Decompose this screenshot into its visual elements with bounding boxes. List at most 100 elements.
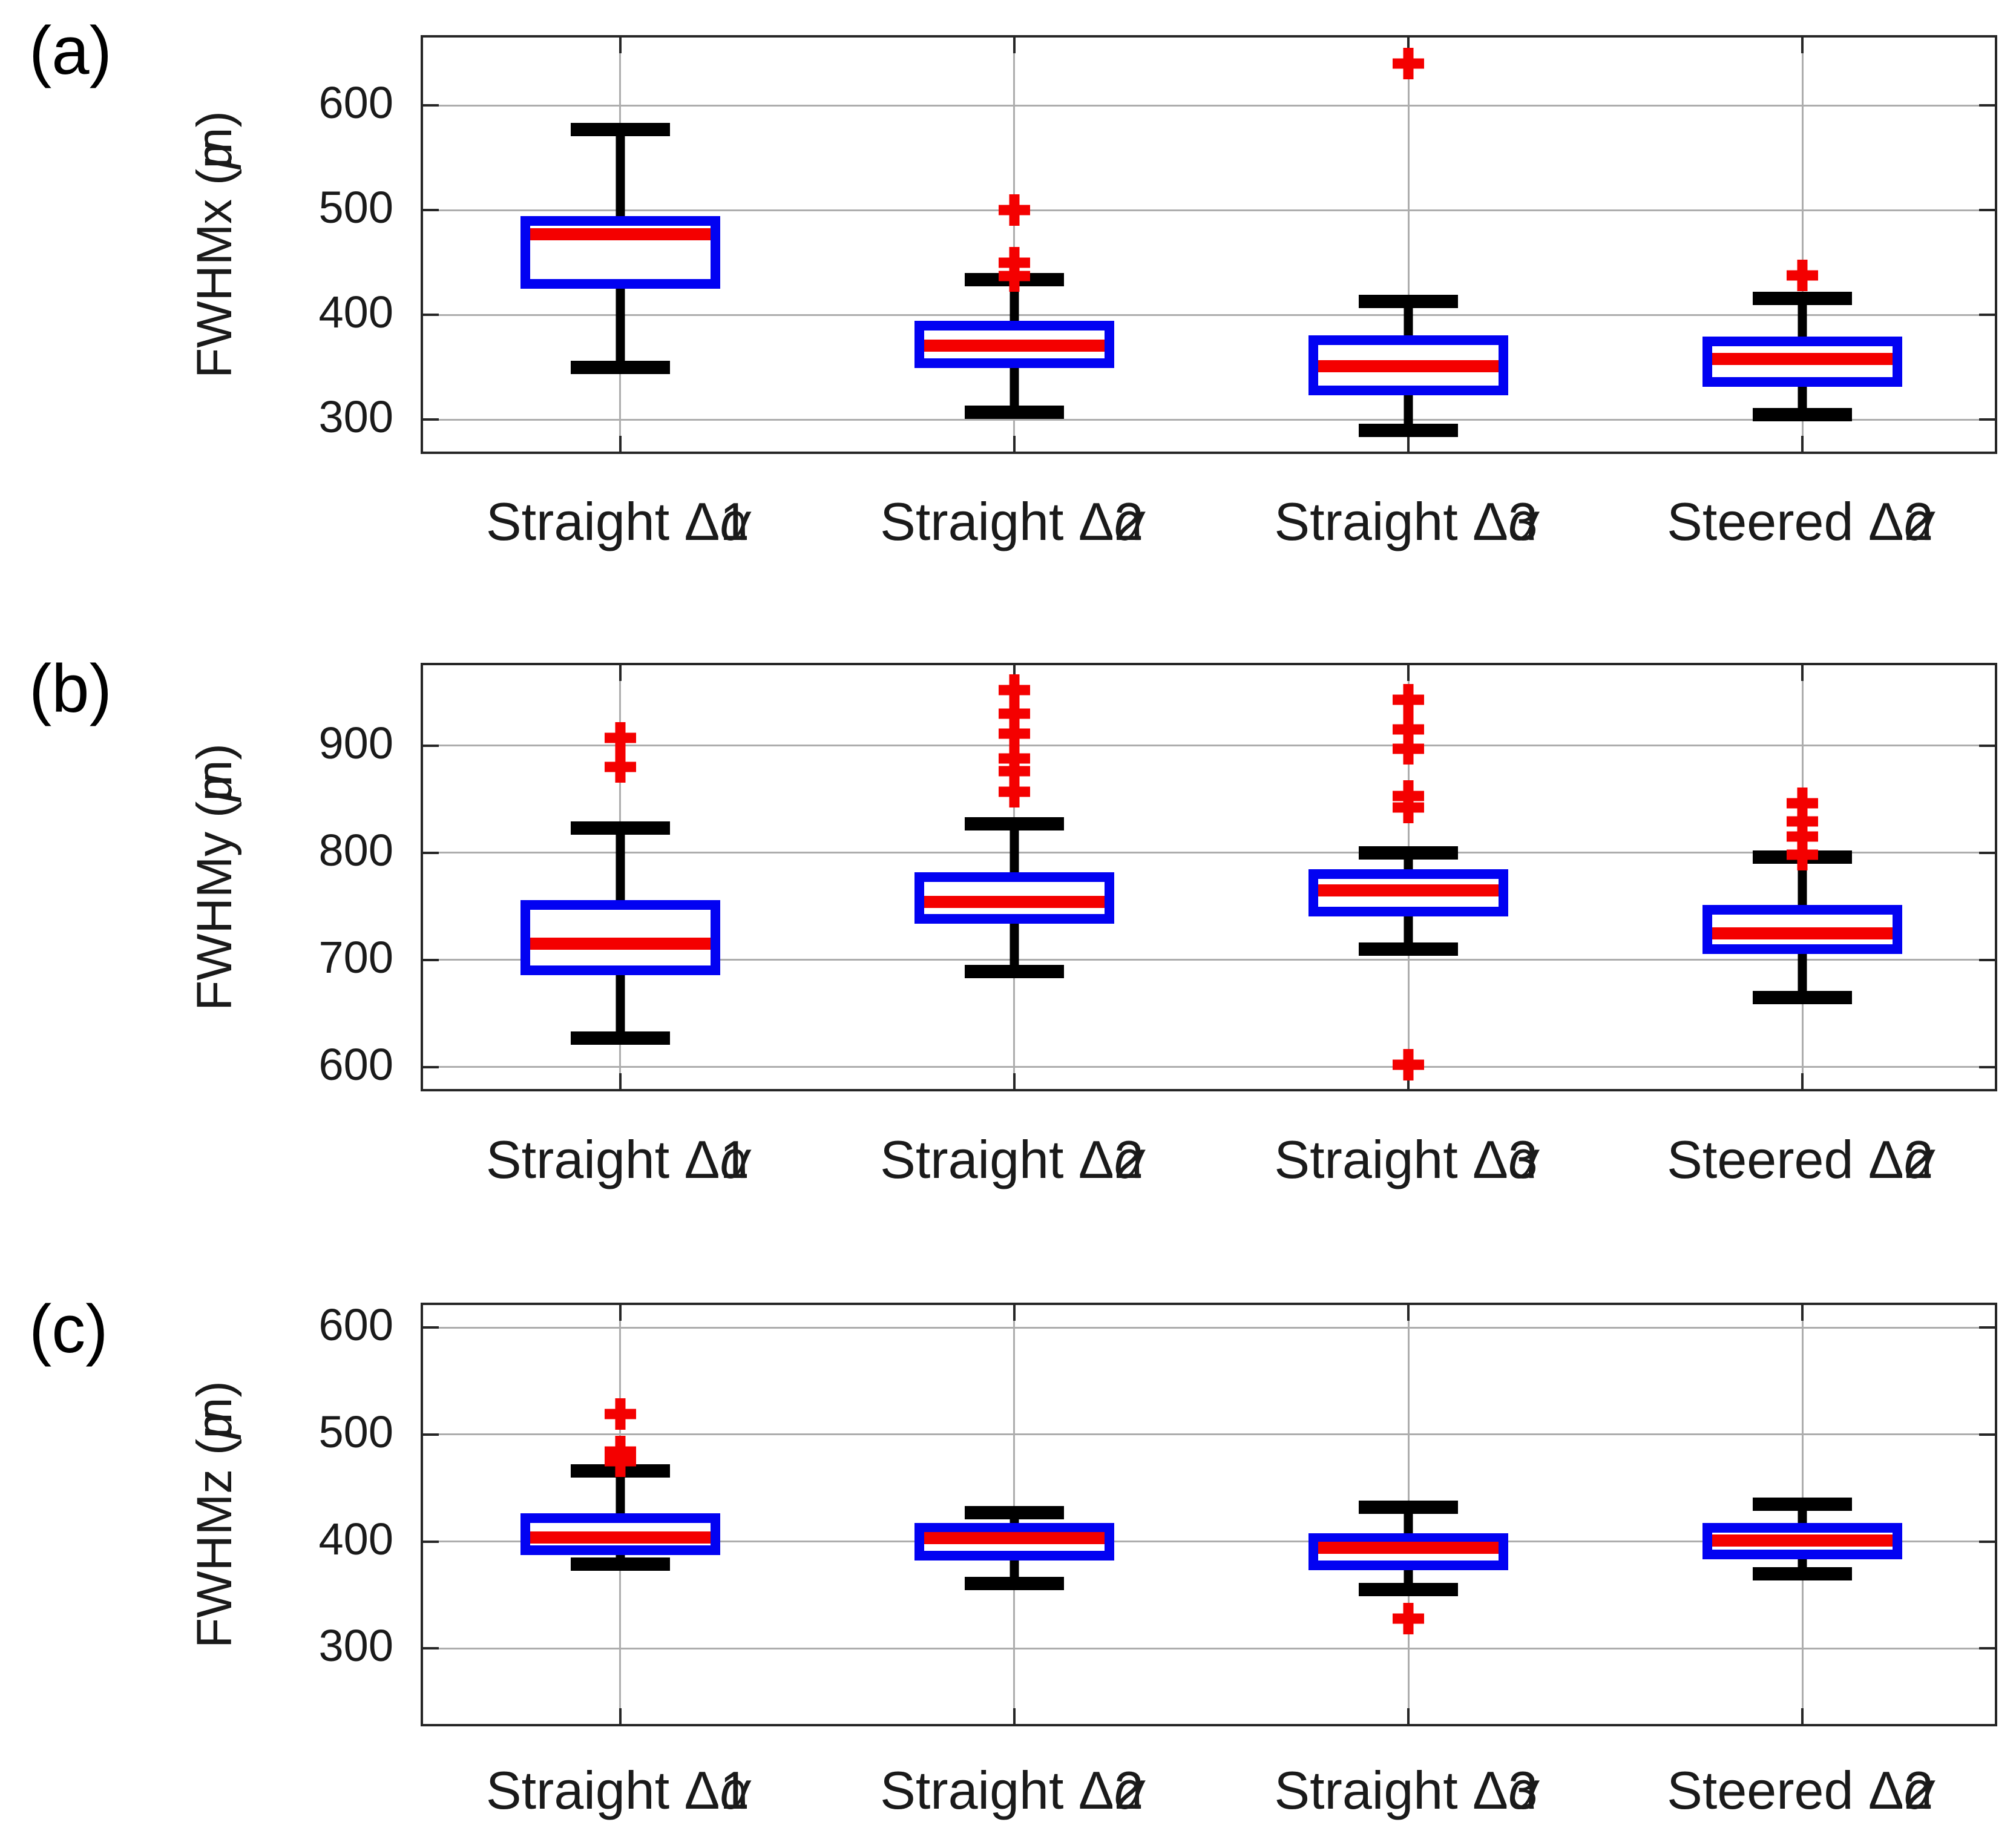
box-plot-straight-da2 [423,1305,1995,1724]
x-tick-mark [1801,436,1804,452]
y-tick-label-900: 900 [318,717,393,768]
gridline-y-600 [423,1066,1995,1068]
lower-whisker-cap [570,1031,670,1045]
y-tick-label-500: 500 [318,182,393,233]
upper-whisker-cap [1359,846,1459,860]
y-tick-mark [423,851,439,854]
y-tick-mark [1979,744,1995,747]
lower-whisker-line [616,970,625,1038]
gridline-y-600 [423,104,1995,107]
gridline-y-400 [423,1541,1995,1543]
median-line [530,228,711,241]
gridline-y-500 [423,1433,1995,1436]
lower-whisker-line [616,283,625,367]
x-tick-mark [619,1073,622,1089]
gridline-category-3 [1407,38,1410,452]
box-plot-straight-da2 [423,665,1995,1089]
lower-whisker-cap [570,1557,670,1571]
x-tick-mark [619,436,622,452]
y-tick-mark [1979,1326,1995,1329]
median-line [1318,1542,1499,1554]
upper-whisker-cap [1753,291,1853,305]
y-tick-mark [423,418,439,421]
median-line [530,1531,711,1544]
gridline-y-300 [423,1647,1995,1649]
y-tick-label-800: 800 [318,824,393,875]
x-tick-mark [1013,1073,1016,1089]
y-tick-mark [1979,1065,1995,1068]
y-tick-mark [1979,1433,1995,1436]
upper-whisker-cap [570,123,670,137]
lower-whisker-cap [1753,407,1853,421]
y-tick-label-300: 300 [318,1620,393,1671]
y-tick-mark [423,1647,439,1650]
x-tick-mark [619,38,622,53]
y-tick-label-400: 400 [318,287,393,338]
y-tick-mark [423,314,439,317]
iqr-box [520,215,720,289]
upper-whisker-line [616,1470,625,1518]
box-plot-straight-da1 [423,38,1995,452]
y-tick-label-600: 600 [318,1300,393,1350]
upper-whisker-line [616,130,625,221]
upper-whisker-cap [1753,1497,1853,1511]
y-tick-mark [423,209,439,212]
gridline-y-700 [423,959,1995,961]
y-tick-label-300: 300 [318,392,393,442]
x-tick-mark [1013,436,1016,452]
box-plot-straight-da3 [423,38,1995,452]
lower-whisker-cap [1753,990,1853,1004]
median-line [1318,884,1499,896]
median-line [924,896,1105,909]
y-tick-mark [423,1326,439,1329]
gridline-y-300 [423,418,1995,421]
upper-whisker-cap [1359,294,1459,308]
box-plot-straight-da2 [423,38,1995,452]
median-line [1712,927,1893,939]
lower-whisker-line [1010,1555,1019,1584]
x-tick-mark [1013,1305,1016,1321]
lower-whisker-line [1798,949,1807,998]
upper-whisker-line [1404,1507,1413,1539]
lower-whisker-cap [964,965,1064,979]
x-tick-mark [1801,1708,1804,1724]
lower-whisker-line [1010,363,1019,413]
upper-whisker-line [1404,301,1413,340]
x-tick-mark [1407,436,1410,452]
x-tick-mark [1801,665,1804,681]
lower-whisker-line [1404,390,1413,430]
x-tick-mark [1801,1305,1804,1321]
median-line [924,339,1105,352]
lower-whisker-line [1010,919,1019,972]
y-tick-mark [1979,418,1995,421]
box-plot-straight-da3 [423,1305,1995,1724]
outlier-marker [1787,260,1818,291]
gridline-category-2 [1013,38,1016,452]
upper-whisker-cap [570,821,670,835]
lower-whisker-line [1798,382,1807,415]
upper-whisker-cap [964,817,1064,830]
x-tick-mark [1407,38,1410,53]
y-axis-label: FWHMz (μ m) [187,1381,242,1648]
lower-whisker-cap [1359,942,1459,956]
gridline-y-600 [423,1326,1995,1329]
upper-whisker-line [1010,823,1019,878]
box-plot-steered-da2 [423,665,1995,1089]
y-tick-label-600: 600 [318,77,393,128]
panel-c-plot-area [421,1303,1997,1726]
lower-whisker-cap [1359,423,1459,437]
x-tick-mark [619,665,622,681]
x-tick-mark [1801,1073,1804,1089]
y-tick-mark [1979,314,1995,317]
lower-whisker-cap [964,1576,1064,1590]
median-line [530,938,711,950]
x-tick-mark [1801,38,1804,53]
